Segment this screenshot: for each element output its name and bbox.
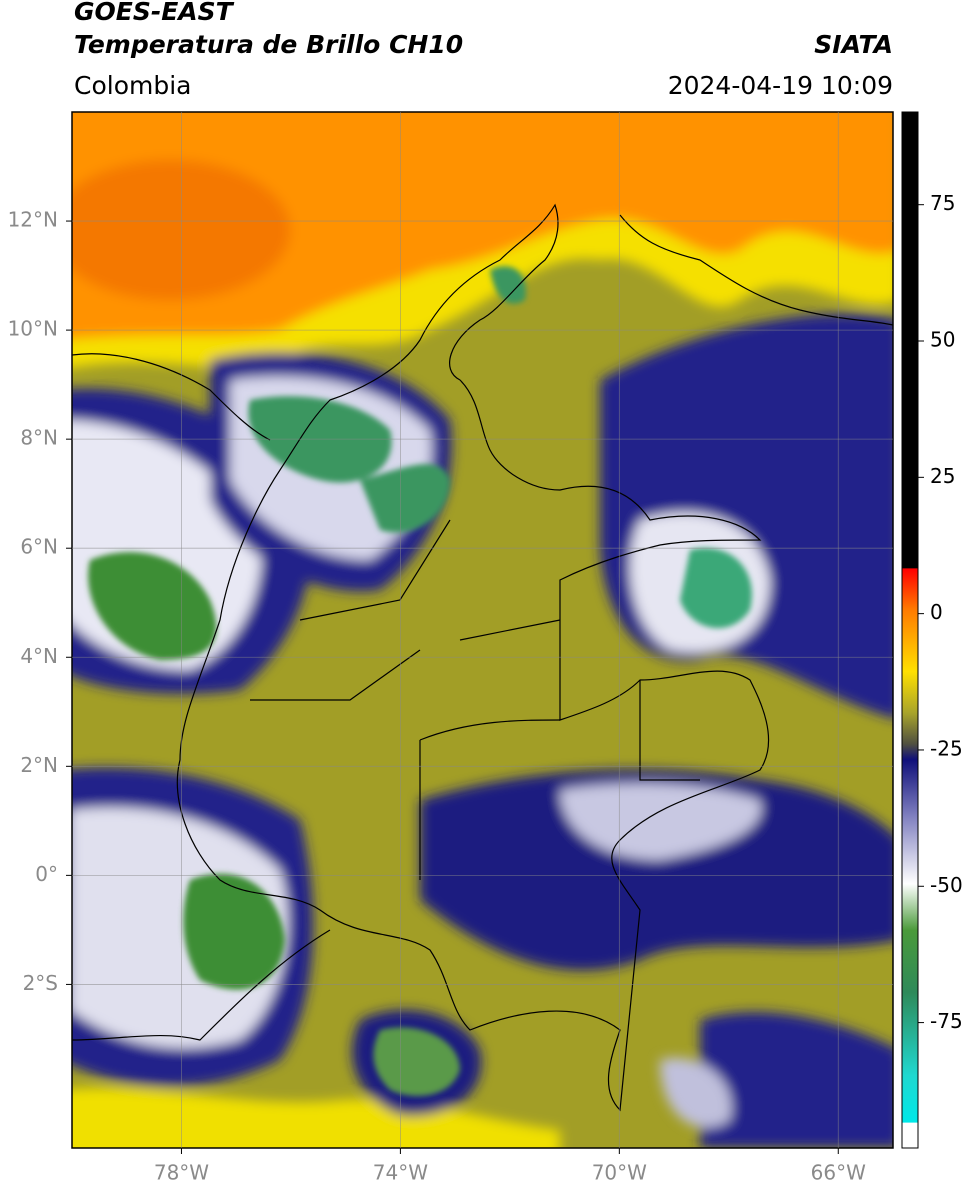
y-tick-label: 12°N xyxy=(8,208,58,232)
colorbar-tick-label: -25 xyxy=(930,736,963,760)
region: Colombia xyxy=(74,71,191,100)
y-tick-label: 10°N xyxy=(8,317,58,341)
colorbar xyxy=(901,111,919,1149)
datetime: 2024-04-19 10:09 xyxy=(668,71,893,100)
x-tick-label: 66°W xyxy=(811,1161,866,1185)
x-tick-label: 74°W xyxy=(373,1161,428,1185)
x-tick-label: 78°W xyxy=(154,1161,209,1185)
satellite-image xyxy=(72,112,893,1148)
y-tick-label: 2°N xyxy=(20,753,58,777)
x-tick-label: 70°W xyxy=(592,1161,647,1185)
colorbar-tick-label: 0 xyxy=(930,600,943,624)
y-tick-label: 4°N xyxy=(20,644,58,668)
satellite: GOES-EAST xyxy=(74,0,235,26)
source: SIATA xyxy=(814,30,893,59)
colorbar-tick-label: 50 xyxy=(930,328,955,352)
map-frame xyxy=(71,111,894,1149)
y-tick-label: 8°N xyxy=(20,426,58,450)
product: Temperatura de Brillo CH10 xyxy=(74,30,463,59)
colorbar-tick-label: 75 xyxy=(930,191,955,215)
colorbar-tick-label: 25 xyxy=(930,464,955,488)
y-tick-label: 0° xyxy=(35,862,58,886)
colorbar-tick-label: -75 xyxy=(930,1009,963,1033)
colorbar-tick-label: -50 xyxy=(930,873,963,897)
y-tick-label: 6°N xyxy=(20,535,58,559)
y-tick-label: 2°S xyxy=(23,971,58,995)
